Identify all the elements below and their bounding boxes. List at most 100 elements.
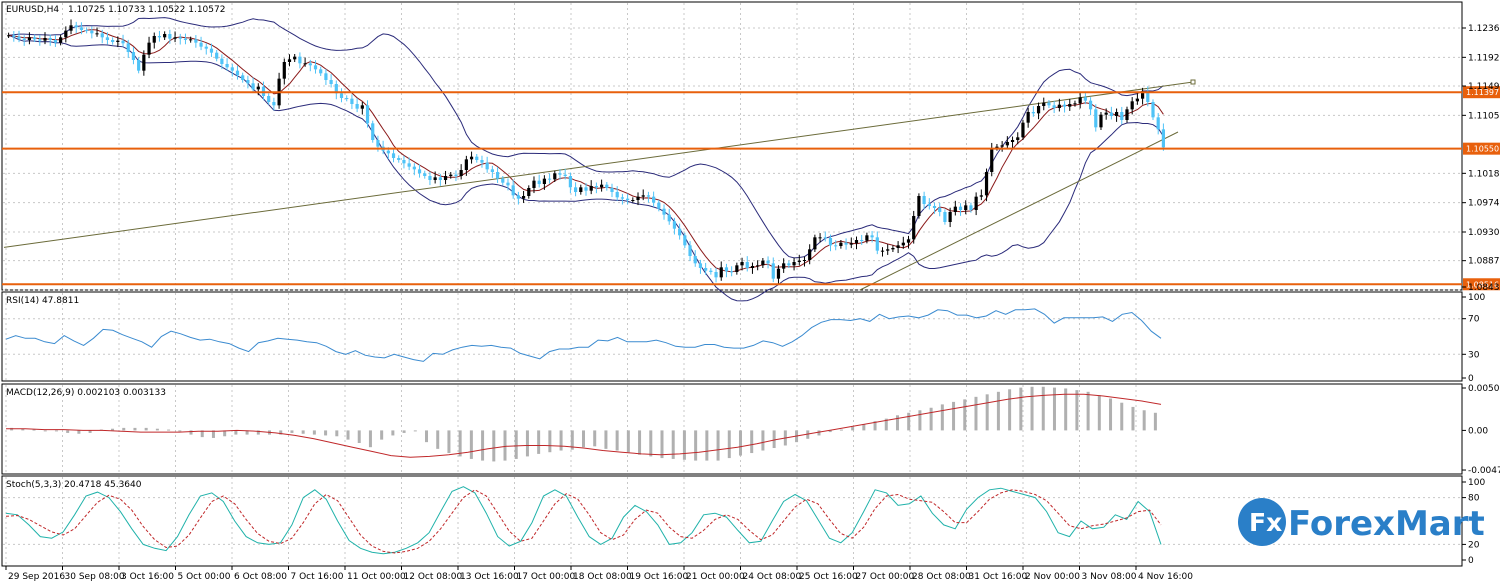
candle-body <box>163 34 167 38</box>
candle-body <box>932 206 937 208</box>
candle-body <box>230 67 234 71</box>
candle-body <box>168 34 172 39</box>
macd-histogram-bar <box>279 430 283 435</box>
candle-body <box>683 235 687 246</box>
rsi-pane[interactable]: RSI(14) 47.8811 <box>5 296 1162 362</box>
macd-histogram-bar <box>189 430 193 435</box>
candle-body <box>615 192 619 198</box>
candle-body <box>698 263 703 268</box>
macd-histogram-bar <box>43 430 47 432</box>
candle-body <box>43 38 47 41</box>
macd-histogram-bar <box>1075 390 1079 431</box>
time-axis-label: 19 Oct 16:00 <box>630 572 689 582</box>
candle-body <box>532 180 536 188</box>
candle-body <box>220 58 224 64</box>
candle-body <box>459 170 463 176</box>
candle-body <box>964 205 968 210</box>
candle-body <box>1088 100 1093 110</box>
rsi-line <box>5 308 1162 362</box>
candle-body <box>209 48 214 53</box>
axis-tick-label: 100 <box>1468 293 1485 303</box>
axis-tick-label: 70 <box>1468 315 1480 325</box>
time-axis-label: 3 Oct 16:00 <box>121 572 174 582</box>
macd-histogram-bar <box>817 430 821 436</box>
macd-histogram-bar <box>211 430 215 438</box>
macd-histogram-bar <box>133 427 137 431</box>
candle-body <box>324 73 328 80</box>
candle-body <box>641 195 645 197</box>
candle-body <box>407 163 411 167</box>
time-axis-label: 7 Oct 16:00 <box>291 572 344 582</box>
time-axis-label: 5 Oct 00:00 <box>178 572 231 582</box>
candle-body <box>402 160 406 164</box>
candle-body <box>521 196 526 199</box>
pane-border <box>1 291 1463 382</box>
candle-body <box>256 86 260 90</box>
candle-body <box>896 245 900 248</box>
macd-histogram-bar <box>996 391 1000 431</box>
candle-body <box>360 105 364 109</box>
candle-body <box>979 195 983 197</box>
candle-body <box>293 56 297 60</box>
candle-body <box>449 174 453 176</box>
candle-body <box>1125 109 1129 120</box>
macd-histogram-bar <box>1052 387 1056 431</box>
macd-pane[interactable]: MACD(12,26,9) 0.002103 0.003133 <box>6 386 1162 462</box>
main-price-pane[interactable]: 1.11397 1.10550 1.08516 EURUSD,H4 1.10725 … <box>2 5 1500 302</box>
axis-tick-label: 0.00 <box>1468 426 1488 436</box>
horizontal-levels[interactable]: 1.11397 1.10550 1.08516 <box>2 86 1500 291</box>
macd-histogram-bar <box>200 430 204 438</box>
macd-histogram-bar <box>593 430 597 447</box>
candle-body <box>740 262 744 266</box>
candle-body <box>958 206 963 210</box>
candle-body <box>922 196 926 204</box>
candle-body <box>828 238 833 246</box>
candle-body <box>1109 112 1113 116</box>
macd-histogram-bar <box>32 429 36 431</box>
macd-histogram-bar <box>436 430 440 449</box>
candle-body <box>137 60 141 71</box>
pane-border <box>1 475 1463 567</box>
macd-histogram-bar <box>1109 398 1113 431</box>
candle-body <box>178 37 182 39</box>
candle-body <box>371 123 375 140</box>
candle-body <box>475 156 479 160</box>
candle-body <box>849 243 853 245</box>
macd-histogram-bar <box>761 430 765 451</box>
axis-tick-label: 1.11920 <box>1468 53 1500 63</box>
time-axis-label: 18 Oct 08:00 <box>573 572 632 582</box>
candle-body <box>1083 97 1087 101</box>
macd-histogram-bar <box>907 412 911 431</box>
candle-body <box>1104 112 1108 115</box>
macd-histogram-bar <box>660 430 664 459</box>
candle-body <box>189 39 193 41</box>
macd-histogram-bar <box>223 430 227 437</box>
axis-tick-label: -0.004724 <box>1468 466 1500 476</box>
candle-body <box>657 202 661 209</box>
candle-body <box>792 262 796 266</box>
candle-body <box>27 37 32 40</box>
candle-body <box>620 197 625 199</box>
candle-body <box>527 188 531 196</box>
candle-body <box>880 250 885 252</box>
candle-body <box>215 52 219 59</box>
axis-tick-label: 0.005054 <box>1468 384 1500 394</box>
candle-body <box>1135 98 1139 102</box>
candle-body <box>693 256 697 264</box>
axis-tick-label: 100 <box>1468 478 1485 488</box>
stochastic-pane[interactable]: Stoch(5,3,3) 20.4718 45.3640 <box>5 480 1162 555</box>
stoch-title: Stoch(5,3,3) 20.4718 45.3640 <box>6 480 142 490</box>
candle-body <box>506 182 510 186</box>
candle-body <box>225 64 229 68</box>
candle-body <box>688 245 692 256</box>
candle-body <box>1021 122 1025 138</box>
macd-histogram-bar <box>862 424 866 431</box>
candle-body <box>1114 112 1119 116</box>
candle-body <box>126 43 130 52</box>
candle-body <box>350 98 354 104</box>
trendline-lower <box>859 131 1179 291</box>
macd-histogram-bar <box>738 430 742 456</box>
candle-body <box>735 265 739 272</box>
candle-body <box>558 173 562 175</box>
